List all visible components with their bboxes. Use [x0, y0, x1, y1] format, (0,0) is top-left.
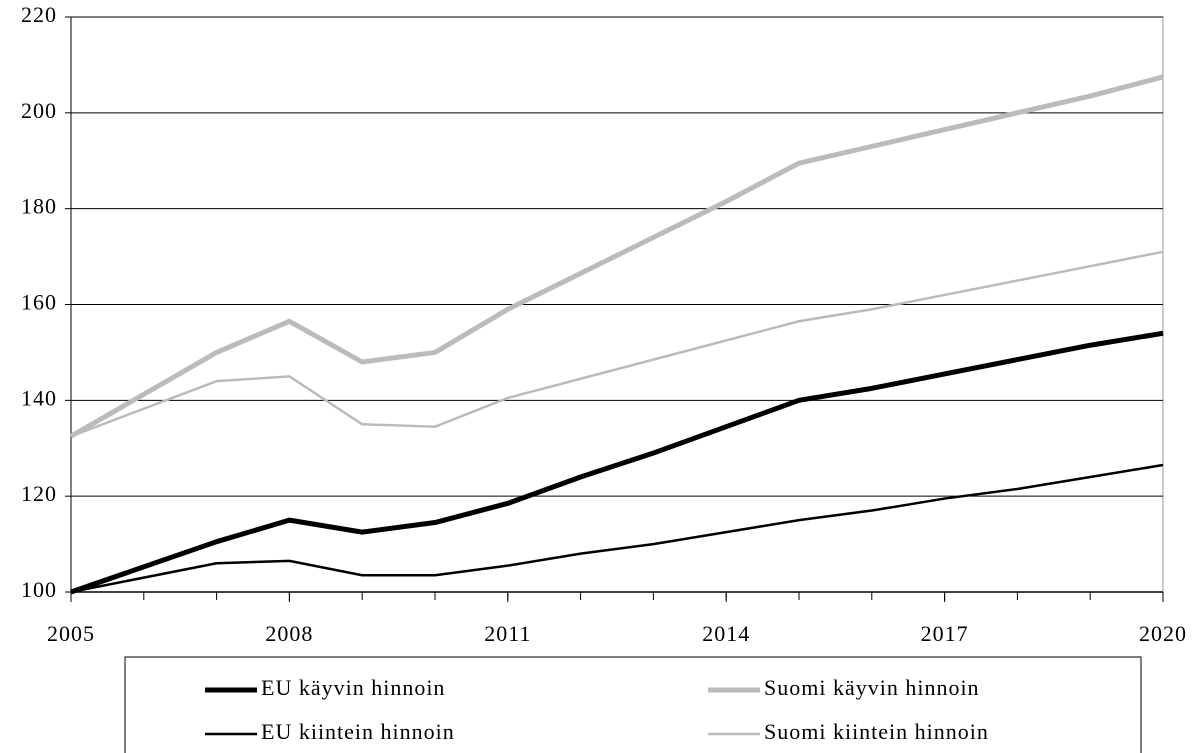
series-line — [69, 74, 1164, 439]
y-tick-label: 160 — [21, 290, 57, 315]
legend-label: Suomi käyvin hinnoin — [764, 675, 980, 700]
x-tick-label: 2005 — [47, 621, 95, 646]
x-tick-label: 2017 — [921, 621, 969, 646]
y-tick-label: 140 — [21, 385, 57, 410]
x-tick-label: 2014 — [702, 621, 750, 646]
x-tick-label: 2008 — [265, 621, 313, 646]
legend-box — [124, 656, 1142, 753]
series-line — [70, 250, 1164, 438]
x-tick-label: 2020 — [1139, 621, 1187, 646]
series-line — [70, 330, 1164, 595]
y-tick-label: 100 — [21, 577, 57, 602]
legend-label: Suomi kiintein hinnoin — [764, 719, 989, 744]
y-tick-label: 220 — [21, 2, 57, 27]
legend-label: EU käyvin hinnoin — [261, 675, 445, 700]
y-tick-label: 180 — [21, 194, 57, 219]
y-tick-label: 200 — [21, 98, 57, 123]
series-line — [70, 463, 1164, 594]
y-tick-label: 120 — [21, 481, 57, 506]
x-tick-label: 2011 — [484, 621, 531, 646]
legend-label: EU kiintein hinnoin — [261, 719, 455, 744]
